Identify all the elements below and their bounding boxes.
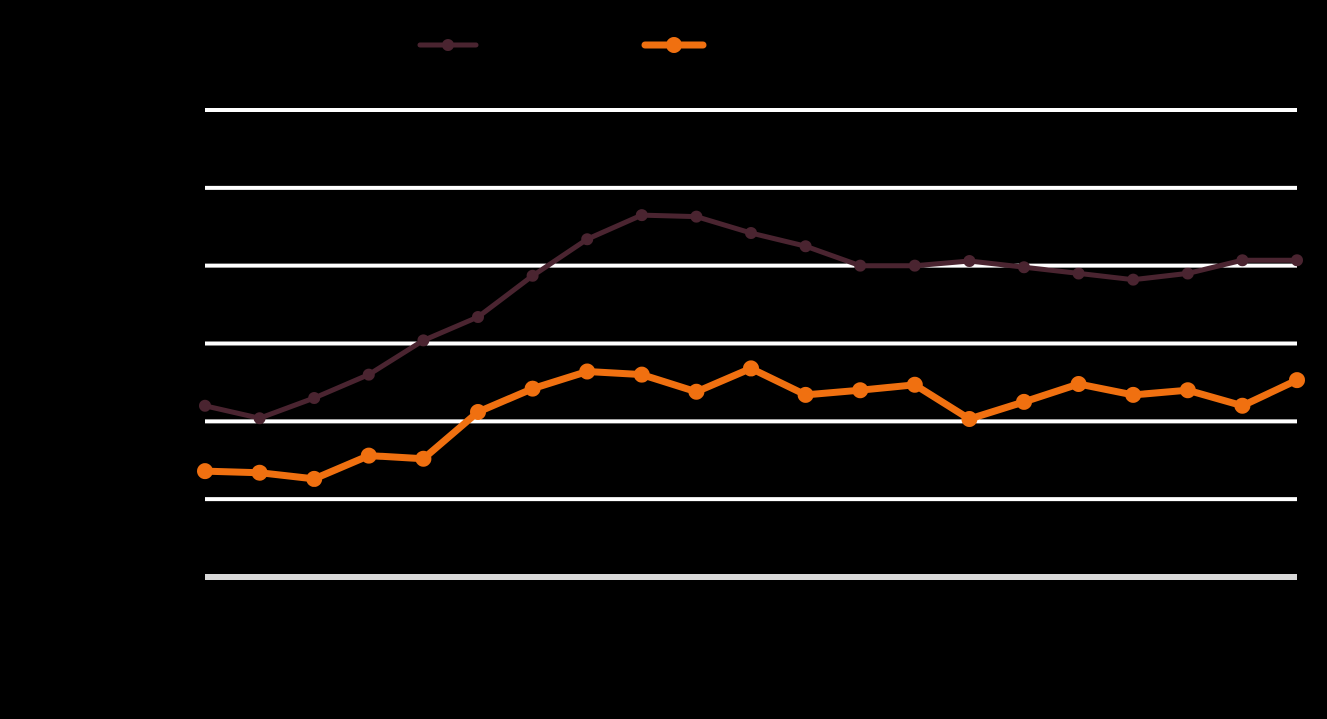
series-1-point bbox=[308, 391, 321, 404]
series-2-point bbox=[1289, 372, 1305, 389]
series-1 bbox=[199, 209, 1303, 425]
series-2-point bbox=[1125, 386, 1142, 403]
series-2-point bbox=[1179, 382, 1196, 399]
series-2-point bbox=[852, 382, 869, 399]
series-1-point bbox=[526, 269, 539, 282]
series-2-point bbox=[306, 470, 323, 487]
series-2-point bbox=[1016, 393, 1032, 410]
series-1-point bbox=[1291, 254, 1303, 267]
legend-item-1 bbox=[417, 39, 479, 51]
legend-swatch-marker bbox=[442, 39, 454, 51]
series-2-point bbox=[360, 447, 377, 464]
series-1-point bbox=[253, 412, 266, 425]
series-1-point bbox=[1072, 267, 1085, 280]
series-1-point bbox=[690, 210, 703, 223]
series-1-point bbox=[472, 311, 484, 324]
series-2-point bbox=[251, 464, 268, 481]
series-1-point bbox=[417, 334, 430, 347]
series-2-point bbox=[688, 383, 705, 400]
series-2-point bbox=[579, 363, 596, 380]
series-2-point bbox=[906, 376, 923, 393]
series-2 bbox=[197, 360, 1305, 487]
series-2-point bbox=[470, 403, 486, 420]
series-2-point bbox=[797, 386, 814, 403]
series-1-point bbox=[635, 209, 648, 222]
series-2-point bbox=[633, 366, 650, 383]
series-2-point bbox=[743, 360, 759, 377]
series-1-point bbox=[1181, 267, 1194, 280]
legend-swatch-marker bbox=[666, 37, 682, 53]
series-1-point bbox=[1236, 254, 1249, 267]
series-2-point bbox=[1070, 375, 1087, 392]
series-1-point bbox=[799, 240, 812, 253]
series-2-point bbox=[524, 380, 541, 397]
series-2-point bbox=[1234, 397, 1251, 414]
series-1-point bbox=[1018, 261, 1030, 274]
series-2-point bbox=[197, 463, 213, 480]
series-1-point bbox=[908, 259, 921, 272]
series-1-point bbox=[199, 399, 211, 412]
series-2-point bbox=[415, 450, 432, 467]
chart-series bbox=[197, 209, 1305, 487]
series-1-point bbox=[745, 226, 757, 239]
legend-item-2 bbox=[641, 37, 707, 53]
series-1-point bbox=[854, 259, 867, 272]
chart-gridlines bbox=[205, 108, 1297, 580]
series-1-point bbox=[362, 368, 375, 381]
series-2-point bbox=[961, 410, 978, 427]
chart-legend bbox=[417, 37, 707, 53]
series-1-point bbox=[963, 254, 976, 267]
series-1-point bbox=[1127, 273, 1140, 286]
series-1-point bbox=[581, 233, 594, 246]
